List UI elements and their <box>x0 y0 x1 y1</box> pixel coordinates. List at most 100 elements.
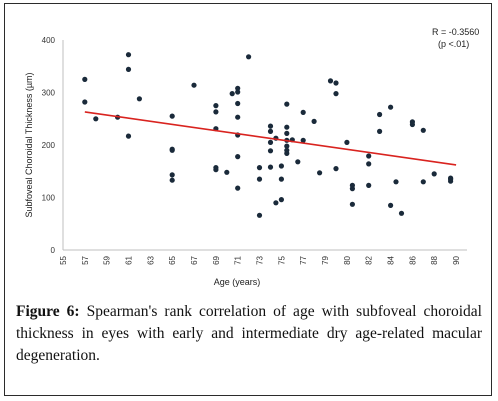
data-point <box>366 153 372 159</box>
data-point <box>420 127 426 133</box>
y-axis-title: Subfoveal Choroidal Thickness (µm) <box>24 72 34 217</box>
x-tick-label: 55 <box>59 255 68 264</box>
x-tick-label: 88 <box>430 255 439 264</box>
x-tick-label: 59 <box>103 255 112 264</box>
data-point <box>169 172 175 178</box>
data-point <box>82 76 88 82</box>
data-point <box>388 104 394 110</box>
x-tick-label: 79 <box>321 255 330 264</box>
data-point <box>235 185 241 191</box>
data-point <box>169 177 175 183</box>
y-tick-label: 0 <box>51 246 56 255</box>
data-point <box>256 165 263 171</box>
x-tick-label: 73 <box>256 255 265 264</box>
caption-text: Spearman's rank correlation of age with … <box>16 303 482 364</box>
figure-caption: Figure 6: Spearman's rank correlation of… <box>16 301 482 367</box>
data-point <box>256 176 263 182</box>
data-point <box>235 114 241 120</box>
data-point <box>420 179 426 185</box>
data-point <box>213 103 219 109</box>
x-tick-labels: 55 57 59 61 63 65 67 69 71 73 75 77 79 80 82 84 86 88 90 <box>59 255 461 264</box>
y-tick-label: 400 <box>42 36 56 45</box>
x-tick-label: 69 <box>212 255 221 264</box>
x-tick-label: 77 <box>299 255 308 264</box>
data-point <box>344 139 350 145</box>
trendline <box>84 111 457 166</box>
y-tick-label: 300 <box>42 89 56 98</box>
data-point <box>125 66 132 72</box>
data-point <box>284 101 290 107</box>
data-point <box>235 154 241 160</box>
data-point <box>327 78 334 84</box>
data-point <box>377 128 383 134</box>
r-value-annotation: R = -0.3560 <box>432 27 479 37</box>
data-point <box>235 85 241 91</box>
data-point <box>278 163 284 169</box>
data-point <box>169 147 175 153</box>
data-point <box>235 89 241 95</box>
x-tick-label: 67 <box>190 255 199 264</box>
data-point <box>224 169 230 175</box>
data-point <box>300 109 306 115</box>
data-point <box>278 176 284 182</box>
data-point <box>300 137 306 143</box>
scatter-chart: 0 100 200 300 400 55 57 59 61 63 65 67 69 71 73 75 77 79… <box>24 27 479 287</box>
data-point <box>393 179 399 185</box>
data-point <box>317 170 323 176</box>
figure-frame <box>4 3 492 396</box>
p-value-annotation: (p <.01) <box>438 39 469 49</box>
data-point <box>267 123 274 129</box>
x-tick-label: 84 <box>387 255 396 264</box>
data-point <box>267 164 274 170</box>
x-tick-label: 71 <box>234 255 243 264</box>
x-tick-label: 63 <box>146 255 155 264</box>
data-point <box>284 124 290 130</box>
data-point <box>398 210 405 216</box>
data-point <box>256 212 263 218</box>
caption-label: Figure 6: <box>16 303 80 320</box>
data-point <box>311 118 317 124</box>
data-point <box>333 91 339 97</box>
x-tick-label: 61 <box>125 255 134 264</box>
data-point <box>235 100 241 107</box>
x-tick-label: 82 <box>365 255 374 264</box>
data-point <box>125 52 132 58</box>
data-point <box>136 96 142 102</box>
data-point <box>366 182 372 188</box>
data-points <box>82 52 454 218</box>
data-point <box>229 91 235 97</box>
data-point <box>93 116 99 122</box>
data-point <box>191 82 197 88</box>
data-point <box>388 202 394 208</box>
data-point <box>213 167 219 173</box>
data-point <box>213 109 219 115</box>
x-tick-label: 86 <box>408 255 417 264</box>
x-tick-label: 65 <box>168 255 177 264</box>
data-point <box>273 200 279 206</box>
data-point <box>267 128 274 134</box>
data-point <box>125 133 132 139</box>
data-point <box>448 178 454 184</box>
data-point <box>295 159 301 165</box>
data-point <box>349 186 355 192</box>
x-tick-label: 80 <box>343 255 352 264</box>
data-point <box>333 80 339 86</box>
data-point <box>284 130 290 136</box>
y-tick-labels: 0 100 200 300 400 <box>42 36 56 255</box>
y-tick-label: 200 <box>42 141 56 150</box>
data-point <box>333 166 339 172</box>
data-point <box>246 54 252 60</box>
x-tick-label: 57 <box>81 255 90 264</box>
x-tick-label: 75 <box>277 255 286 264</box>
data-point <box>284 143 290 149</box>
data-point <box>284 150 290 156</box>
data-point <box>377 111 383 118</box>
data-point <box>82 99 88 105</box>
data-point <box>267 139 274 145</box>
data-point <box>409 121 415 128</box>
data-point <box>431 171 437 177</box>
data-point <box>349 201 355 207</box>
x-tick-label: 90 <box>452 255 461 264</box>
data-point <box>169 113 175 119</box>
x-axis-title: Age (years) <box>214 277 261 287</box>
